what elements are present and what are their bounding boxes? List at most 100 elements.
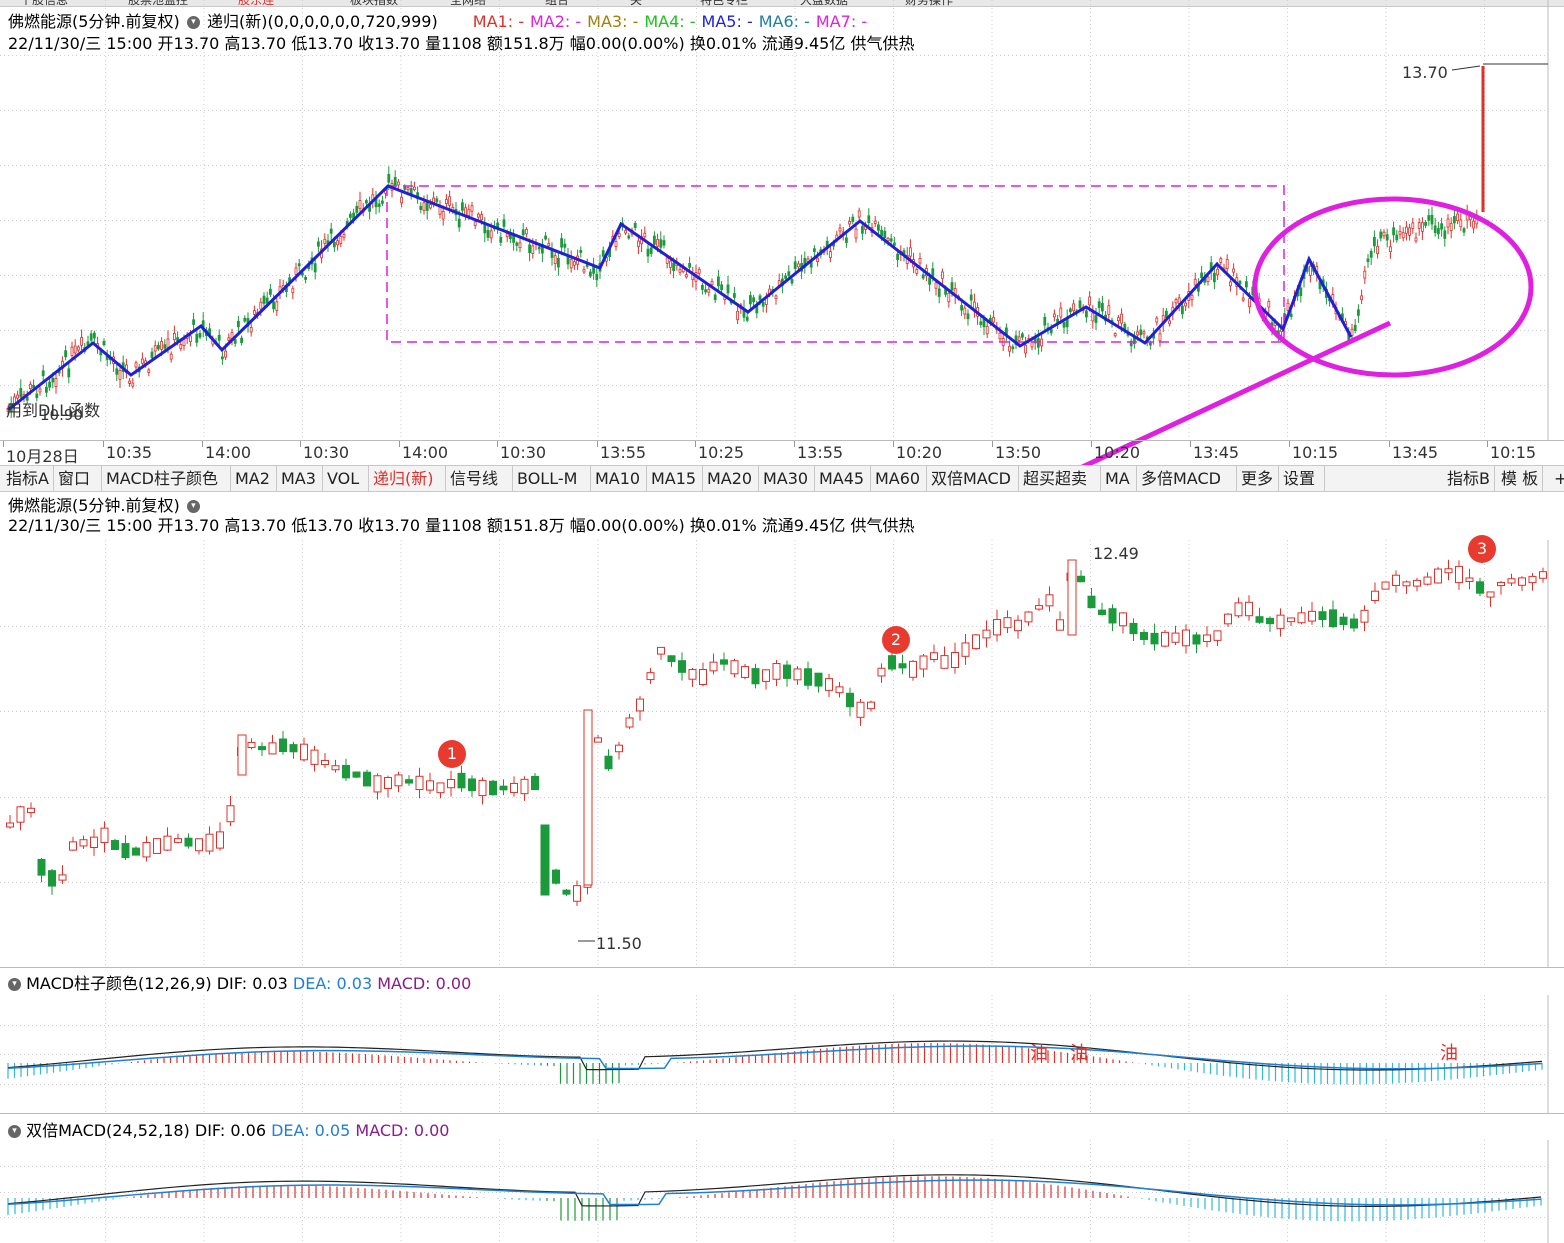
tab-8[interactable]: 大盘数据 — [800, 0, 848, 6]
tab-1[interactable]: 股票池监控 — [128, 0, 188, 6]
top-candle-body — [1449, 223, 1453, 231]
top-candle-body — [688, 263, 691, 268]
ma-legend-item-5: MA5: - — [701, 12, 753, 31]
top-candle-body — [300, 272, 304, 276]
indicator-button-14[interactable]: MA60 — [871, 466, 927, 491]
indicator-right-button-2[interactable]: + — [1550, 466, 1564, 491]
tab-6[interactable]: 关 — [630, 0, 642, 6]
time-label: 14:00 — [402, 443, 449, 462]
main-candle-body — [447, 778, 455, 789]
indicator-button-9[interactable]: MA10 — [591, 466, 647, 491]
indicator-button-12[interactable]: MA30 — [759, 466, 815, 491]
indicator-button-4[interactable]: MA3 — [277, 466, 323, 491]
top-candle-body — [486, 229, 490, 238]
indicator-button-15[interactable]: 双倍MACD — [927, 466, 1019, 491]
main-candle-body — [258, 746, 266, 751]
top-candle-body — [1129, 340, 1133, 347]
dmacd-dif-line — [7, 1174, 1542, 1207]
macd-dropdown-icon[interactable]: ▾ — [8, 978, 21, 991]
indicator-button-10[interactable]: MA15 — [647, 466, 703, 491]
tab-5[interactable]: 组合 — [545, 0, 569, 6]
main-candle-body — [625, 717, 634, 728]
indicator-button-16[interactable]: 超买超卖 — [1019, 466, 1101, 491]
main-candle-body — [657, 646, 665, 655]
dropdown-icon[interactable]: ▾ — [186, 16, 200, 29]
top-candle-body — [1053, 313, 1056, 318]
tab-3[interactable]: 板块指数 — [350, 0, 398, 6]
top-candle-body — [947, 292, 951, 303]
tab-0[interactable]: 个股信息 — [20, 0, 68, 6]
time-tick — [695, 441, 696, 447]
top-candle-body — [793, 261, 797, 269]
top-candle-body — [627, 235, 631, 239]
top-candle-body — [233, 339, 237, 344]
top-candle-body — [499, 237, 503, 243]
main-candle-body — [1465, 577, 1474, 583]
main-candle-body — [184, 837, 193, 847]
main-candle-body — [321, 759, 329, 766]
indicator-button-7[interactable]: 信号线 — [446, 466, 513, 491]
top-candle-body — [259, 301, 263, 310]
dmacd-dropdown-icon[interactable]: ▾ — [8, 1125, 21, 1138]
top-candle-body — [182, 338, 186, 347]
top-candle-body — [736, 310, 739, 321]
top-candle-body — [336, 240, 340, 246]
top-candle-body — [403, 186, 407, 190]
main-candle-body — [909, 660, 917, 678]
top-candle-body — [950, 282, 954, 291]
indicator-button-3[interactable]: MA2 — [231, 466, 277, 491]
main-candle-body — [951, 652, 959, 668]
tab-2[interactable]: 股东连 — [238, 0, 274, 6]
tab-9[interactable]: 财务操作 — [905, 0, 953, 6]
top-candle-body — [918, 258, 922, 264]
main-dropdown-icon[interactable]: ▾ — [186, 500, 200, 513]
top-candle-body — [480, 214, 484, 221]
main-candle-body — [90, 836, 98, 848]
indicator-button-2[interactable]: MACD柱子颜色 — [102, 466, 231, 491]
main-candle-body — [247, 741, 256, 749]
main-candle-body — [1539, 571, 1547, 579]
macd-divider — [0, 967, 1564, 968]
indicator-button-6[interactable]: 递归(新) — [369, 466, 446, 491]
top-candle-body — [38, 388, 42, 393]
top-candle-body — [941, 271, 944, 279]
top-candle-body — [54, 378, 58, 387]
top-candle-body — [441, 210, 445, 220]
top-price-chart: 13.70 10.90 用到DLL函数 — [0, 0, 1549, 465]
main-candle-body — [1308, 610, 1316, 622]
indicator-button-0[interactable]: 指标A — [2, 466, 54, 491]
top-candle-body — [1357, 309, 1360, 316]
top-candle-body — [787, 271, 791, 276]
tab-7[interactable]: 特色专栏 — [700, 0, 748, 6]
top-candle-body — [150, 351, 154, 358]
main-candle-body — [111, 840, 119, 850]
top-candle-body — [1414, 237, 1418, 242]
main-candle-body — [699, 668, 707, 686]
indicator-button-20[interactable]: 设置 — [1279, 466, 1325, 491]
indicator-button-18[interactable]: 多倍MACD — [1137, 466, 1237, 491]
indicator-button-19[interactable]: 更多 — [1237, 466, 1279, 491]
indicator-button-8[interactable]: BOLL-M — [513, 466, 591, 491]
main-candle-body — [163, 835, 172, 851]
indicator-right-button-1[interactable]: 模 板 — [1497, 466, 1544, 491]
indicator-button-11[interactable]: MA20 — [703, 466, 759, 491]
time-label: 10:15 — [1292, 443, 1339, 462]
indicator-button-13[interactable]: MA45 — [815, 466, 871, 491]
top-candle-body — [589, 271, 592, 277]
top-candle-body — [861, 225, 864, 234]
time-label: 10:35 — [106, 443, 153, 462]
top-candle-body — [457, 218, 461, 228]
indicator-button-5[interactable]: VOL — [323, 466, 369, 491]
indicator-button-1[interactable]: 窗口 — [54, 466, 102, 491]
top-candle-body — [147, 369, 151, 373]
top-candle-body — [547, 243, 551, 247]
main-candle-body — [1203, 634, 1211, 643]
indicator-button-17[interactable]: MA — [1101, 466, 1137, 491]
indicator-right-button-0[interactable]: 指标B — [1443, 466, 1495, 491]
main-candle-body — [1350, 618, 1358, 629]
main-candle-body — [268, 742, 277, 755]
main-candle-body — [1119, 612, 1127, 627]
top-candle-body — [70, 346, 74, 356]
top-candle-body — [880, 229, 883, 237]
tab-4[interactable]: 全网络 — [450, 0, 486, 6]
